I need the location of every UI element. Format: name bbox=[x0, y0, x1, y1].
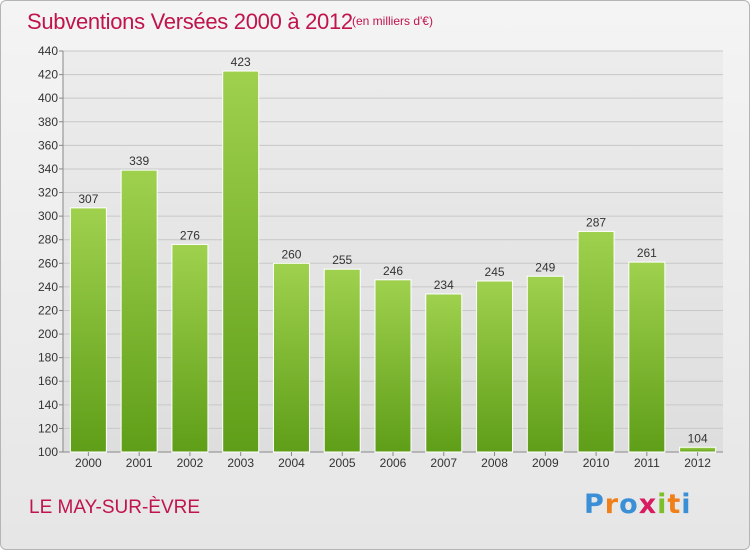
bar bbox=[374, 279, 412, 453]
bar bbox=[476, 280, 514, 453]
bar-value-label: 261 bbox=[637, 246, 657, 260]
bar bbox=[425, 293, 463, 453]
y-tick-label: 280 bbox=[38, 233, 58, 247]
logo-letter: o bbox=[619, 489, 639, 520]
chart-title: Subventions Versées 2000 à 2012 bbox=[27, 9, 353, 34]
logo-letter: r bbox=[604, 489, 620, 520]
bar-value-label: 234 bbox=[434, 278, 454, 292]
bar-value-label: 246 bbox=[383, 264, 403, 278]
bar-value-label: 276 bbox=[180, 228, 200, 242]
y-tick-label: 380 bbox=[38, 115, 58, 129]
bar-value-label: 339 bbox=[129, 154, 149, 168]
y-tick-label: 340 bbox=[38, 162, 58, 176]
x-tick-label: 2006 bbox=[380, 456, 407, 470]
y-tick-label: 140 bbox=[38, 398, 58, 412]
y-tick-label: 100 bbox=[38, 445, 58, 459]
x-tick-label: 2007 bbox=[430, 456, 457, 470]
y-tick-label: 320 bbox=[38, 186, 58, 200]
bar-value-label: 104 bbox=[688, 431, 708, 445]
proxiti-logo: Proxiti bbox=[584, 489, 692, 520]
y-tick-label: 220 bbox=[38, 303, 58, 317]
logo-letter: x bbox=[638, 489, 658, 520]
bar-value-label: 260 bbox=[281, 247, 301, 261]
y-tick-label: 240 bbox=[38, 280, 58, 294]
y-tick-label: 180 bbox=[38, 351, 58, 365]
x-tick-label: 2011 bbox=[634, 456, 660, 470]
x-tick-label: 2008 bbox=[481, 456, 508, 470]
logo-letter: t bbox=[667, 489, 682, 520]
y-tick-label: 400 bbox=[38, 91, 58, 105]
x-tick-label: 2003 bbox=[227, 456, 254, 470]
x-tick-label: 2002 bbox=[177, 456, 204, 470]
bar-value-label: 245 bbox=[485, 265, 505, 279]
bar-value-label: 423 bbox=[231, 55, 251, 69]
bar bbox=[120, 169, 158, 453]
bar bbox=[679, 446, 717, 453]
logo-letter: i bbox=[657, 489, 668, 520]
x-tick-label: 2010 bbox=[583, 456, 610, 470]
x-tick-label: 2001 bbox=[126, 456, 153, 470]
y-tick-label: 420 bbox=[38, 68, 58, 82]
y-tick-label: 160 bbox=[38, 374, 58, 388]
bar-value-label: 255 bbox=[332, 253, 352, 267]
bar bbox=[222, 70, 260, 453]
bar bbox=[69, 207, 107, 453]
bar-value-label: 287 bbox=[586, 215, 606, 229]
bar bbox=[577, 230, 615, 453]
y-tick-label: 300 bbox=[38, 209, 58, 223]
bar bbox=[272, 262, 310, 453]
logo-letter: P bbox=[584, 489, 605, 520]
bar bbox=[171, 243, 209, 453]
x-tick-label: 2005 bbox=[329, 456, 356, 470]
y-tick-label: 260 bbox=[38, 256, 58, 270]
x-tick-label: 2004 bbox=[278, 456, 305, 470]
x-tick-label: 2000 bbox=[75, 456, 102, 470]
bar-value-label: 249 bbox=[535, 260, 555, 274]
y-tick-label: 360 bbox=[38, 138, 58, 152]
bar bbox=[323, 268, 361, 453]
chart-subtitle: (en milliers d'€) bbox=[352, 14, 433, 28]
bar bbox=[628, 261, 666, 453]
y-tick-label: 120 bbox=[38, 421, 58, 435]
logo-letter: i bbox=[681, 489, 692, 520]
bar bbox=[526, 275, 564, 453]
bar-value-label: 307 bbox=[78, 192, 98, 206]
y-tick-label: 200 bbox=[38, 327, 58, 341]
y-tick-label: 440 bbox=[38, 44, 58, 58]
x-tick-label: 2009 bbox=[532, 456, 559, 470]
x-tick-label: 2012 bbox=[684, 456, 711, 470]
city-name: LE MAY-SUR-ÈVRE bbox=[29, 497, 201, 518]
